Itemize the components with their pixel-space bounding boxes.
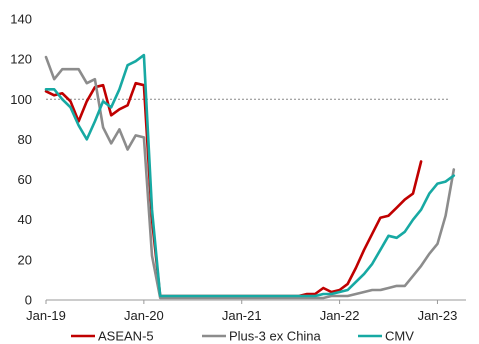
y-tick-label: 20	[18, 252, 32, 267]
legend-label-cmv: CMV	[385, 329, 414, 344]
series-lines	[44, 53, 456, 300]
series-line-plus-3-ex-china	[44, 55, 456, 300]
y-tick-label: 140	[10, 12, 32, 27]
x-tick-label: Jan-19	[26, 308, 66, 323]
y-tick-label: 40	[18, 212, 32, 227]
series-line-cmv	[44, 53, 456, 298]
x-axis-ticks	[45, 300, 438, 304]
y-tick-label: 80	[18, 132, 32, 147]
x-tick-label: Jan-20	[124, 308, 164, 323]
x-axis-tick-labels: Jan-19 Jan-20 Jan-21 Jan-22 Jan-23	[26, 308, 457, 323]
y-tick-label: 60	[18, 172, 32, 187]
y-axis-tick-labels: 0 20 40 60 80 100 120 140	[10, 12, 32, 308]
legend-label-asean-5: ASEAN-5	[98, 329, 154, 344]
legend: ASEAN-5 Plus-3 ex China CMV	[71, 329, 414, 344]
legend-label-plus-3-ex-china: Plus-3 ex China	[229, 329, 322, 344]
y-tick-label: 100	[10, 92, 32, 107]
x-tick-label: Jan-21	[222, 308, 262, 323]
x-tick-label: Jan-23	[418, 308, 458, 323]
y-tick-label: 120	[10, 52, 32, 67]
x-tick-label: Jan-22	[320, 308, 360, 323]
y-tick-label: 0	[25, 293, 32, 308]
